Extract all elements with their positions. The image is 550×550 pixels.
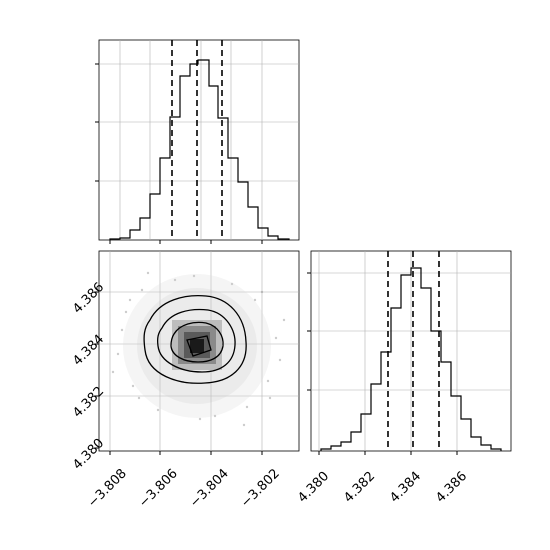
ytick-4380: 4.380 <box>70 436 107 473</box>
contour-outer <box>143 294 247 384</box>
density-panel: 4.380 4.382 4.384 4.386 −3.808 −3.806 −3… <box>70 250 300 511</box>
density-contours <box>143 294 247 384</box>
hist-y-x-tick-labels: 4.380 4.382 4.384 4.386 <box>295 469 470 506</box>
hist-x-grid <box>99 40 299 240</box>
hist-y-quantiles <box>387 251 440 451</box>
density-x-tick-labels: −3.808 −3.806 −3.804 −3.802 <box>85 466 283 511</box>
hist-x-panel <box>95 39 300 244</box>
hist-x-steps <box>109 59 290 240</box>
density-ticks <box>95 291 263 455</box>
hist-y-grid <box>311 251 511 451</box>
xtick-3804: −3.804 <box>187 466 232 511</box>
hist-y-xtick-4380: 4.380 <box>295 469 332 506</box>
xtick-3802: −3.802 <box>238 466 283 511</box>
hist-x-frame <box>98 39 300 241</box>
hist-y-panel: 4.380 4.382 4.384 4.386 <box>295 250 512 506</box>
hist-x-ticks <box>95 63 263 244</box>
xtick-3808: −3.808 <box>85 466 130 511</box>
hist-y-steps <box>320 267 502 451</box>
density-grid <box>99 251 299 451</box>
xtick-3806: −3.806 <box>136 466 181 511</box>
hist-y-xtick-4386: 4.386 <box>433 469 470 506</box>
contour-mid <box>156 308 236 373</box>
hist-y-ticks <box>307 272 458 455</box>
hist-x-quantiles <box>171 40 223 240</box>
hist-y-xtick-4384: 4.384 <box>387 469 424 506</box>
contour-core <box>186 335 212 357</box>
contour-inner <box>170 321 224 363</box>
hist-y-xtick-4382: 4.382 <box>341 469 378 506</box>
